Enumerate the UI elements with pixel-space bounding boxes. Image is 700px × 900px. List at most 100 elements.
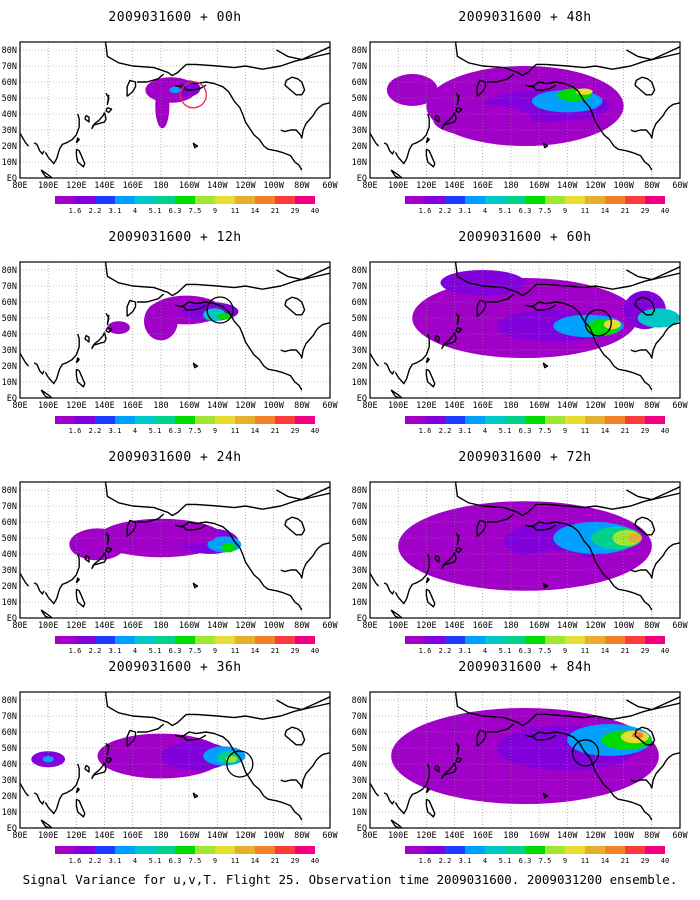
lon-tick-label: 100W xyxy=(613,181,634,191)
lon-tick-label: 80W xyxy=(644,831,660,841)
colorbar-label: 1.6 xyxy=(419,647,432,655)
lat-tick-label: 30N xyxy=(352,346,367,356)
variance-contour xyxy=(160,525,218,545)
colorbar-swatch xyxy=(405,416,425,424)
colorbar-swatch xyxy=(175,636,195,644)
lat-tick-label: 20N xyxy=(352,792,367,802)
colorbar-swatch xyxy=(275,416,295,424)
map-panel: 80E 100E 120E 140E 160E 180 160W 140W 120W 100W 80… xyxy=(2,41,339,215)
colorbar-label: 14 xyxy=(251,207,259,215)
lon-tick-label: 140W xyxy=(557,621,578,631)
colorbar-swatch xyxy=(585,636,605,644)
colorbar-swatch xyxy=(75,846,95,854)
colorbar-swatch xyxy=(605,196,625,204)
lat-tick-label: 50N xyxy=(2,534,17,544)
lon-tick-label: 80W xyxy=(644,401,660,411)
grid-lines xyxy=(370,482,680,618)
coastlines xyxy=(370,482,680,618)
colorbar-label: 5.1 xyxy=(149,647,162,655)
colorbar-label: 6.3 xyxy=(519,647,532,655)
colorbar-swatch xyxy=(625,846,645,854)
lon-tick-label: 160E xyxy=(472,831,492,841)
colorbar-swatch xyxy=(525,636,545,644)
panel-84h: 2009031600 + 84h 80E 100E 120E 140E 160E 180 1… xyxy=(350,650,700,868)
colorbar-label: 14 xyxy=(251,647,259,655)
colorbar-swatch xyxy=(465,416,485,424)
lat-tick-label: EQ xyxy=(357,174,367,184)
colorbar-swatch xyxy=(645,636,665,644)
colorbar-label: 3.1 xyxy=(459,647,472,655)
colorbar-label: 1.6 xyxy=(69,207,82,215)
lon-tick-label: 80E xyxy=(362,621,377,631)
lat-tick-label: 50N xyxy=(352,94,367,104)
colorbar-swatch xyxy=(175,416,195,424)
lon-tick-label: 80W xyxy=(644,621,660,631)
lon-tick-label: 140E xyxy=(94,621,114,631)
lon-tick-label: 180 xyxy=(153,401,168,411)
variance-contour xyxy=(221,542,236,553)
colorbar-label: 6.3 xyxy=(519,857,532,865)
map-panel: 80E 100E 120E 140E 160E 180 160W 140W 120W 100W 80… xyxy=(2,261,339,435)
colorbar-swatch xyxy=(425,196,445,204)
observation-region-marker xyxy=(226,750,254,778)
colorbar-swatch xyxy=(425,416,445,424)
lat-tick-label: 20N xyxy=(352,582,367,592)
colorbar-label: 21 xyxy=(621,427,629,435)
lon-tick-label: 160E xyxy=(122,831,142,841)
panel-24h: 2009031600 + 24h 80E 100E 120E 140E 160E 180 1… xyxy=(0,440,350,658)
colorbar-swatch xyxy=(295,196,315,204)
colorbar-label: 4 xyxy=(133,857,137,865)
colorbar-label: 40 xyxy=(311,857,319,865)
colorbar-label: 40 xyxy=(311,207,319,215)
lon-tick-label: 100E xyxy=(388,621,408,631)
lon-tick-label: 160W xyxy=(179,831,200,841)
lat-tick-label: EQ xyxy=(7,824,17,834)
colorbar-swatch xyxy=(545,416,565,424)
lon-tick-label: 100W xyxy=(263,181,284,191)
colorbar-swatch xyxy=(545,636,565,644)
colorbar-label: 3.1 xyxy=(459,857,472,865)
lat-tick-label: 30N xyxy=(2,776,17,786)
lon-tick-label: 100W xyxy=(263,831,284,841)
variance-contour xyxy=(440,270,525,296)
colorbar-label: 5.1 xyxy=(149,427,162,435)
colorbar-swatch xyxy=(75,636,95,644)
colorbar-label: 3.1 xyxy=(459,427,472,435)
colorbar-label: 40 xyxy=(661,207,669,215)
colorbar-swatch xyxy=(195,636,215,644)
variance-contour xyxy=(386,74,438,106)
colorbar-label: 6.3 xyxy=(169,427,182,435)
colorbar-swatch xyxy=(525,196,545,204)
colorbar-label: 2.2 xyxy=(439,857,452,865)
lat-tick-label: 70N xyxy=(352,282,367,292)
colorbar-swatch xyxy=(95,196,115,204)
colorbar-label: 11 xyxy=(581,427,589,435)
lat-tick-label: 20N xyxy=(2,362,17,372)
colorbar-swatch xyxy=(585,846,605,854)
lon-tick-label: 160W xyxy=(179,401,200,411)
colorbar-swatch xyxy=(55,416,75,424)
variance-shading xyxy=(31,733,246,779)
lon-tick-label: 120W xyxy=(585,181,606,191)
lon-tick-label: 80E xyxy=(12,401,27,411)
colorbar-label: 2.2 xyxy=(89,427,102,435)
lon-tick-label: 120E xyxy=(416,831,436,841)
lon-tick-label: 140E xyxy=(94,831,114,841)
lon-tick-label: 120E xyxy=(416,621,436,631)
colorbar-label: 21 xyxy=(621,647,629,655)
colorbar-swatch xyxy=(565,196,585,204)
colorbar-label: 7.5 xyxy=(539,857,552,865)
colorbar-label: 14 xyxy=(601,857,609,865)
lon-tick-label: 180 xyxy=(503,621,518,631)
panel-48h: 2009031600 + 48h 80E 100E 120E 140E 160E 180 1… xyxy=(350,0,700,218)
colorbar-label: 40 xyxy=(661,427,669,435)
lon-tick-label: 160W xyxy=(179,181,200,191)
lon-tick-label: 60W xyxy=(322,181,338,191)
colorbar-swatch xyxy=(545,196,565,204)
panel-title: 2009031600 + 36h xyxy=(108,660,242,675)
colorbar-swatch xyxy=(135,636,155,644)
colorbar-swatch xyxy=(625,416,645,424)
lon-tick-label: 80W xyxy=(294,831,310,841)
colorbar-swatch xyxy=(625,196,645,204)
observation-region-marker xyxy=(206,296,234,324)
